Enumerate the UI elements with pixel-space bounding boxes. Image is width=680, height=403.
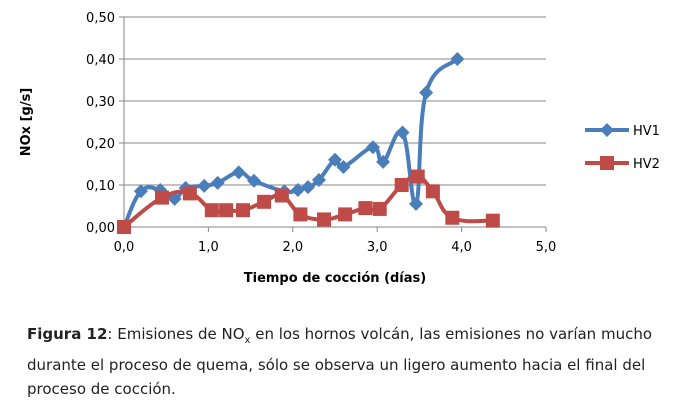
caption-label: Figura 12 [27,325,108,343]
data-point [358,201,373,216]
legend-marker [600,156,614,170]
data-point [290,183,305,198]
data-point [365,140,380,155]
legend: HV1 HV2 [585,123,660,172]
data-point [300,180,315,195]
data-point [182,186,197,201]
y-tick-label: 0,00 [86,221,115,236]
x-tick-label: 3,0 [367,240,388,255]
data-point [231,165,246,180]
data-point [372,201,387,216]
y-tick-label: 0,30 [86,95,115,110]
data-point [425,184,440,199]
legend-item-hv2: HV2 [585,156,660,172]
figure-caption: Figura 12: Emisiones de NOx en los horno… [27,322,667,401]
data-point [236,203,251,218]
data-point [410,169,425,184]
series-hv2 [117,169,500,234]
legend-label: HV2 [633,157,660,172]
data-point [133,184,148,199]
data-point [485,213,500,228]
caption-subscript: x [244,335,251,346]
legend-marker [600,123,614,137]
y-tick-label: 0,10 [86,179,115,194]
y-tick-label: 0,40 [86,53,115,68]
data-point [210,175,225,190]
x-axis-label: Tiempo de cocción (días) [244,271,426,286]
data-point [395,125,410,140]
y-axis-label: NOx [g/s] [19,88,34,157]
data-point [274,188,289,203]
caption-text-before: : Emisiones de NO [107,325,245,343]
data-point [445,210,460,225]
x-tick-label: 0,0 [114,240,135,255]
x-tick-label: 1,0 [198,240,219,255]
nox-emissions-chart: 0,00 0,10 0,20 0,30 0,40 0,50 0,0 1,0 2,0 3,0 4,0… [19,11,660,286]
data-point [311,172,326,187]
data-point [257,194,272,209]
x-tick-label: 5,0 [536,240,557,255]
x-tick-label: 2,0 [282,240,303,255]
data-point [376,154,391,169]
data-point [328,152,342,167]
data-point [336,159,351,174]
data-point [154,190,169,205]
data-point [338,207,353,222]
x-tick-label: 4,0 [451,240,472,255]
data-point [246,173,261,188]
data-point [450,52,465,66]
y-tick-label: 0,50 [86,11,115,26]
data-point [394,178,409,192]
data-point [197,178,212,193]
legend-label: HV1 [633,124,660,139]
data-point [293,207,308,222]
series-group [117,52,500,234]
data-point [409,196,424,211]
data-point [317,212,332,227]
x-tick-labels: 0,0 1,0 2,0 3,0 4,0 5,0 [114,240,557,255]
y-tick-label: 0,20 [86,137,115,152]
data-point [419,85,434,100]
data-point [204,203,219,218]
data-point [219,203,234,218]
caption-text-after: en los hornos volcán, las emisiones no v… [27,325,653,398]
y-tick-labels: 0,00 0,10 0,20 0,30 0,40 0,50 [86,11,115,236]
data-point [117,220,131,234]
gridlines [124,16,546,186]
legend-item-hv1: HV1 [585,123,660,139]
